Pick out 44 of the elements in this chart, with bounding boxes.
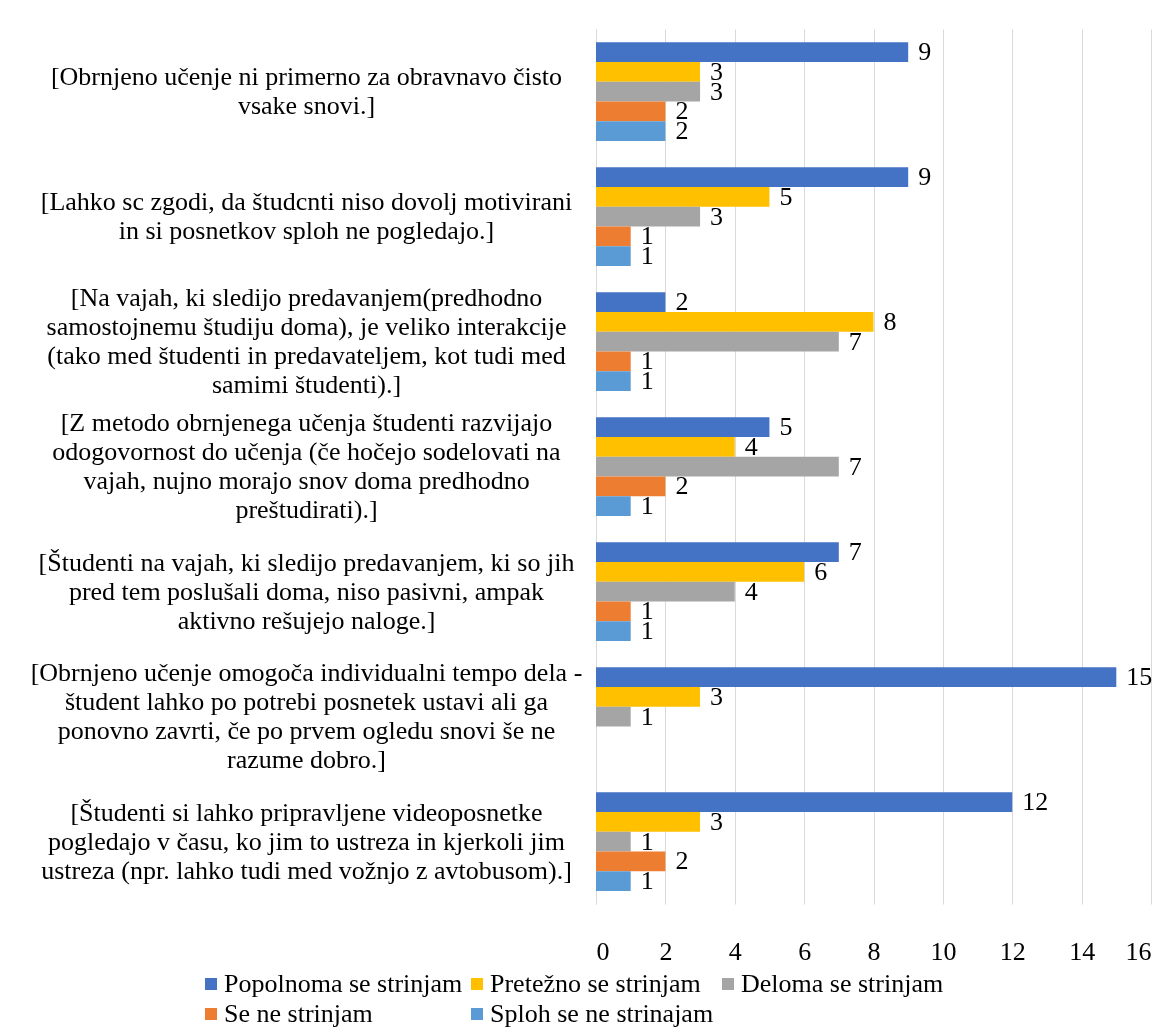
data-label: 2 — [675, 287, 689, 316]
y-tick-label: [Študenti na vajah, ki sledijo predavanjem, ki so jih pred tem poslušali doma, niso pasivni, ampak aktivno rešujejo naloge.] — [38, 547, 575, 635]
x-tick-label: 4 — [728, 936, 742, 966]
data-label: 1 — [640, 826, 654, 856]
x-tick-label: 2 — [659, 936, 673, 966]
x-tick-label: 6 — [798, 936, 812, 966]
x-tick-label: 10 — [930, 936, 957, 966]
y-tick-label: [Obrnjeno učenje omogoča individualni tempo dela - študent lahko po potrebi posnetek ustavi ali ga ponovno zavrti, če po prvem ogledu snovi še ne razume dobro.] — [30, 658, 583, 774]
data-label: 2 — [675, 471, 689, 501]
y-tick-label: [Študenti si lahko pripravljene videoposnetke pogledajo v času, ko jim to ustreza in kjerkoli jim ustreza (npr. lahko tudi med vožnjo z avtobusom).] — [41, 797, 572, 885]
data-label: 8 — [883, 306, 897, 336]
data-label: 7 — [848, 326, 862, 356]
data-label: 3 — [710, 681, 724, 711]
data-label: 5 — [779, 181, 793, 211]
data-label: 4 — [744, 576, 758, 606]
y-tick-label: [Z metodo obrnjenega učenja študenti razvijajo odogovornost do učenja (če hočejo sodelovati na vajah, nujno morajo snov doma predhodno preštudirati).] — [52, 408, 562, 524]
data-label: 9 — [918, 162, 932, 191]
legend-label: Deloma se strinjam — [741, 969, 944, 998]
data-label: 12 — [1022, 787, 1049, 816]
data-label: 6 — [814, 556, 828, 586]
data-label: 2 — [675, 846, 689, 876]
data-label: 1 — [640, 866, 654, 895]
y-tick-label: [Lahko sc zgodi, da študcnti niso dovolj motivirani in si posnetkov sploh ne pogledajo.] — [40, 187, 573, 245]
data-label: 7 — [848, 451, 862, 481]
data-label: 5 — [779, 412, 793, 441]
x-tick-label: 12 — [999, 936, 1026, 966]
legend-label: Pretežno se strinjam — [490, 969, 701, 998]
x-tick-label: 0 — [596, 936, 610, 966]
x-tick-label: 8 — [867, 936, 881, 966]
data-label: 1 — [640, 701, 654, 731]
x-tick-label: 14 — [1069, 936, 1096, 966]
legend-label: Se ne strinjam — [224, 999, 373, 1028]
data-label: 1 — [640, 491, 654, 520]
legend-label: Popolnoma se strinjam — [224, 969, 463, 998]
data-label: 9 — [918, 37, 932, 66]
data-label: 3 — [710, 806, 724, 836]
x-tick-label: 16 — [1125, 936, 1152, 966]
data-label: 3 — [710, 201, 724, 231]
legend-label: Sploh se ne strinajam — [490, 999, 714, 1028]
data-label: 4 — [744, 431, 758, 461]
y-tick-label: [Na vajah, ki sledijo predavanjem(predhodno samostojnemu študiju doma), je veliko interakcije (tako med študenti in predavateljem, kot tudi med samimi študenti).] — [46, 283, 567, 399]
data-label: 15 — [1126, 662, 1153, 691]
data-label: 7 — [848, 537, 862, 566]
y-tick-label: [Obrnjeno učenje ni primerno za obravnavo čisto vsake snovi.] — [50, 62, 563, 120]
